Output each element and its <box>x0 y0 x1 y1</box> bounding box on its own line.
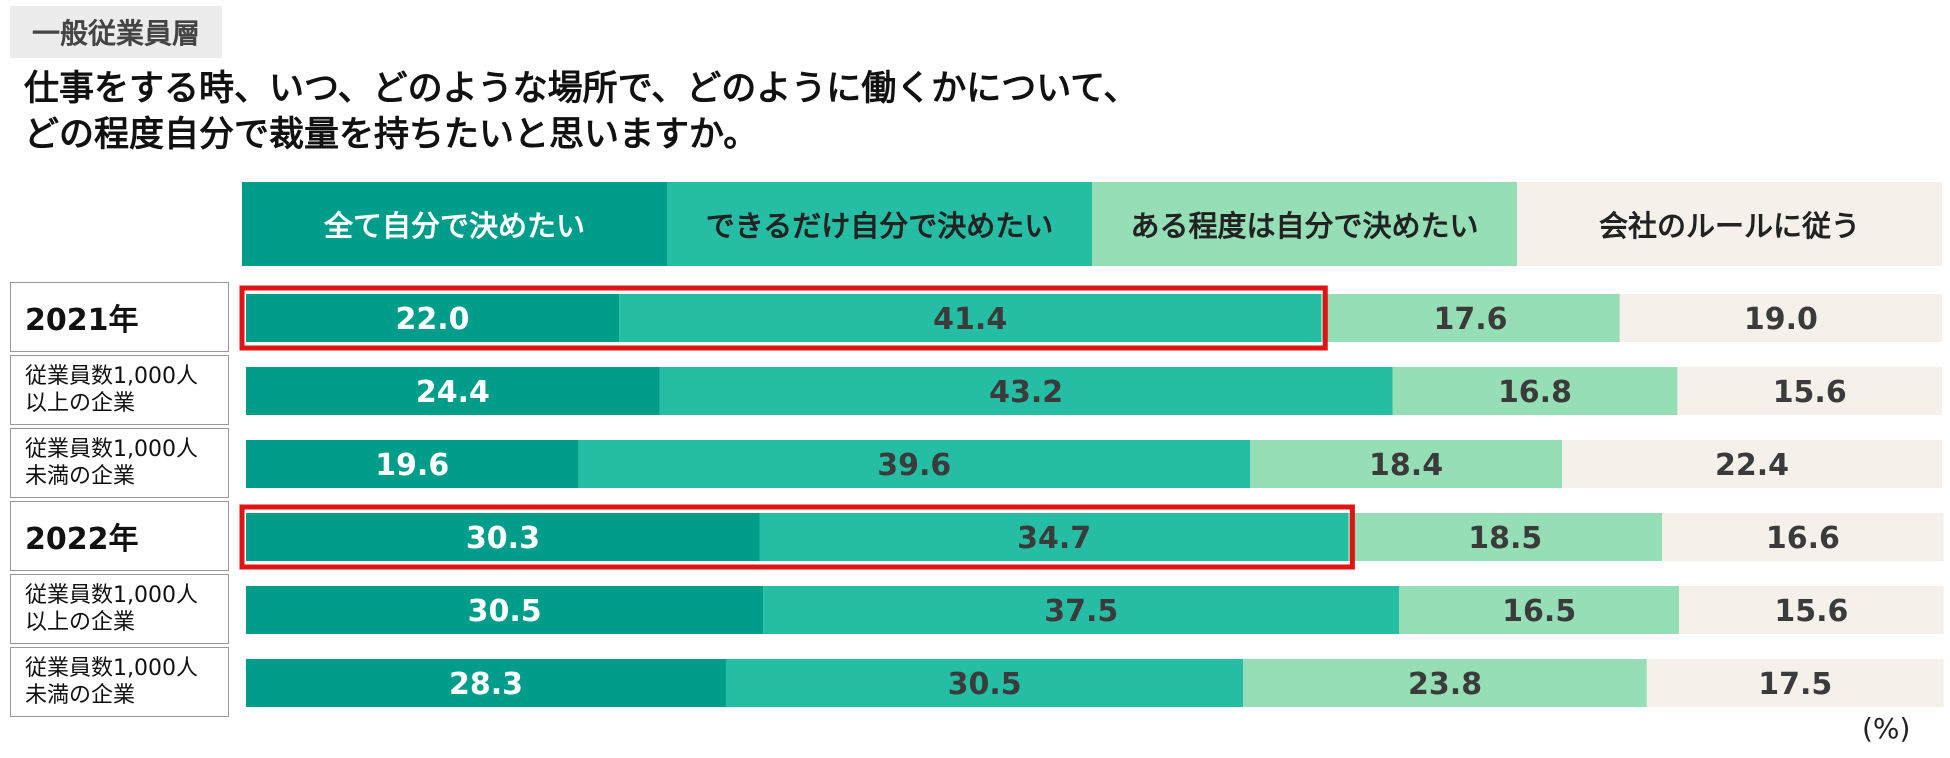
value-label-r3-s4: 22.4 <box>1715 448 1789 483</box>
value-label-r2-s3: 16.8 <box>1498 375 1572 410</box>
value-label-r1-s4: 19.0 <box>1744 302 1818 337</box>
value-label-r6-s1: 28.3 <box>449 667 523 702</box>
category-label-2: 従業員数1,000人 以上の企業 <box>10 355 229 425</box>
value-label-r5-s2: 37.5 <box>1044 594 1118 629</box>
value-label-r3-s2: 39.6 <box>877 448 951 483</box>
title-line-1: 仕事をする時、いつ、どのような場所で、どのように働くかについて、 <box>24 69 1139 109</box>
bar-r6-s4 <box>1646 659 1944 707</box>
bar-r1-s4 <box>1619 294 1942 342</box>
value-label-r2-s4: 15.6 <box>1773 375 1847 410</box>
category-label-6: 従業員数1,000人 未満の企業 <box>10 647 229 717</box>
bar-r4-s1 <box>246 513 760 561</box>
bar-r2-s2 <box>659 367 1393 415</box>
legend-item-4: 会社のルールに従う <box>1517 182 1942 266</box>
value-label-r1-s3: 17.6 <box>1433 302 1507 337</box>
bar-r1-s3 <box>1321 294 1620 342</box>
highlight-box-2 <box>239 504 1355 570</box>
value-label-r6-s2: 30.5 <box>948 667 1022 702</box>
bar-r2-s4 <box>1677 367 1942 415</box>
bar-r6-s3 <box>1243 659 1647 707</box>
bar-r5-s4 <box>1679 586 1944 634</box>
value-label-r2-s1: 24.4 <box>416 375 490 410</box>
value-label-r2-s2: 43.2 <box>989 375 1063 410</box>
bar-r4-s3 <box>1348 513 1663 561</box>
bar-r6-s1 <box>246 659 726 707</box>
bar-r3-s2 <box>578 440 1251 488</box>
category-label-3: 従業員数1,000人 未満の企業 <box>10 428 229 498</box>
legend-item-1: 全て自分で決めたい <box>242 182 667 266</box>
chart-legend: 全て自分で決めたい できるだけ自分で決めたい ある程度は自分で決めたい 会社のルールに… <box>242 182 1942 266</box>
bar-r1-s1 <box>246 294 620 342</box>
value-label-r4-s2: 34.7 <box>1017 521 1091 556</box>
category-label-1: 2021年 <box>10 282 229 352</box>
bar-r5-s3 <box>1399 586 1680 634</box>
bar-r5-s2 <box>763 586 1400 634</box>
title-line-2: どの程度自分で裁量を持ちたいと思いますか。 <box>24 115 759 155</box>
value-label-r1-s1: 22.0 <box>396 302 470 337</box>
value-label-r4-s1: 30.3 <box>466 521 540 556</box>
bar-r2-s1 <box>246 367 660 415</box>
bar-r5-s1 <box>246 586 764 634</box>
bar-r3-s4 <box>1562 440 1942 488</box>
value-label-r5-s4: 15.6 <box>1774 594 1848 629</box>
category-label-4: 2022年 <box>10 501 229 571</box>
bar-r4-s2 <box>759 513 1349 561</box>
value-label-r3-s1: 19.6 <box>375 448 449 483</box>
value-label-r1-s2: 41.4 <box>933 302 1007 337</box>
legend-item-3: ある程度は自分で決めたい <box>1092 182 1517 266</box>
bar-r6-s2 <box>725 659 1244 707</box>
segment-tag: 一般従業員層 <box>10 6 222 58</box>
unit-label: (%) <box>1862 712 1911 745</box>
bar-r4-s4 <box>1662 513 1944 561</box>
highlight-box-1 <box>239 285 1328 351</box>
value-label-r4-s3: 18.5 <box>1468 521 1542 556</box>
value-label-r5-s1: 30.5 <box>468 594 542 629</box>
value-label-r6-s4: 17.5 <box>1758 667 1832 702</box>
page-title: 仕事をする時、いつ、どのような場所で、どのように働くかについて、 どの程度自分で… <box>24 66 1138 158</box>
bar-r1-s2 <box>619 294 1322 342</box>
bar-r3-s3 <box>1250 440 1563 488</box>
value-label-r3-s3: 18.4 <box>1369 448 1443 483</box>
value-label-r4-s4: 16.6 <box>1766 521 1840 556</box>
legend-item-2: できるだけ自分で決めたい <box>667 182 1092 266</box>
value-label-r5-s3: 16.5 <box>1502 594 1576 629</box>
bar-r2-s3 <box>1392 367 1678 415</box>
bar-r3-s1 <box>246 440 579 488</box>
category-label-5: 従業員数1,000人 以上の企業 <box>10 574 229 644</box>
value-label-r6-s3: 23.8 <box>1408 667 1482 702</box>
